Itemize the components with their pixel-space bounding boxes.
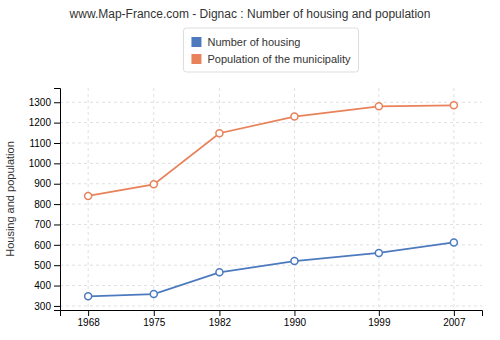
y-tick-mark	[54, 224, 60, 225]
grid-line	[60, 142, 482, 143]
y-tick-label: 400	[34, 280, 51, 291]
legend-item: Number of housing	[191, 36, 300, 48]
y-tick-label: 1200	[29, 117, 52, 128]
legend-item: Population of the municipality	[191, 53, 351, 65]
y-tick: 900	[34, 178, 60, 189]
grid-line	[294, 88, 295, 310]
grid-line	[60, 163, 482, 164]
title: www.Map-France.com - Dignac : Number of …	[69, 7, 431, 21]
x-tick: 1968	[78, 310, 101, 328]
point	[216, 130, 223, 137]
plot-area: 1968 1975 1982 1990 1999 2007 300 400 500 600 700 8…	[29, 88, 483, 328]
y-tick-mark	[54, 184, 60, 185]
y-tick-label: 600	[34, 240, 51, 251]
y-tick-mark	[54, 245, 60, 246]
point	[375, 103, 382, 110]
x-tick-mark	[219, 310, 220, 316]
marks	[85, 102, 458, 300]
y-axis-title: Housing and population	[4, 141, 16, 257]
y-axis-line	[54, 89, 61, 311]
y-tick-label: 900	[34, 178, 51, 189]
y-tick-label: 800	[34, 199, 51, 210]
point	[450, 102, 457, 109]
x-tick-label: 1968	[78, 317, 101, 328]
legend-swatch	[191, 37, 201, 47]
series-line	[88, 242, 454, 296]
y-tick-mark	[54, 123, 60, 124]
grid-line	[60, 224, 482, 225]
x-tick: 2007	[443, 310, 466, 328]
point	[85, 293, 92, 300]
grid-line	[60, 305, 482, 306]
y-tick-mark	[54, 286, 60, 287]
grid-line	[60, 204, 482, 205]
legend: Number of housing Population of the munic…	[183, 28, 358, 72]
x-tick-label: 1975	[143, 317, 166, 328]
x-tick: 1975	[143, 310, 166, 328]
point	[291, 113, 298, 120]
grid	[60, 88, 482, 310]
point	[150, 181, 157, 188]
y-tick: 1200	[29, 117, 60, 128]
y-tick-label: 300	[34, 301, 51, 312]
y-tick: 1100	[29, 138, 60, 149]
y-tick-mark	[54, 265, 60, 266]
y-tick: 700	[34, 219, 60, 230]
y-tick: 600	[34, 240, 60, 251]
y-tick: 400	[34, 280, 60, 291]
point	[291, 258, 298, 265]
grid-line	[60, 183, 482, 184]
x-tick-label: 1999	[368, 317, 391, 328]
y-tick-mark	[54, 163, 60, 164]
point	[85, 192, 92, 199]
y-tick: 1300	[29, 97, 60, 108]
y-tick: 800	[34, 199, 60, 210]
grid-line	[219, 88, 220, 310]
x-tick-mark	[294, 310, 295, 316]
x-tick-mark	[88, 310, 89, 316]
y-tick: 500	[34, 260, 60, 271]
point	[150, 291, 157, 298]
y-tick-label: 700	[34, 219, 51, 230]
y-tick-mark	[54, 306, 60, 307]
x-tick-label: 1982	[209, 317, 232, 328]
grid-line	[60, 285, 482, 286]
y-axis: 300 400 500 600 700 800 900 1000 1100 1200 1300	[29, 89, 61, 312]
series-line	[88, 105, 454, 196]
chart: 1968 1975 1982 1990 1999 2007 300 400 500 600 700 8…	[0, 0, 500, 340]
x-tick: 1990	[284, 310, 307, 328]
grid-line	[153, 88, 154, 310]
y-tick-label: 1100	[29, 138, 51, 149]
y-tick: 300	[34, 301, 60, 312]
y-tick-label: 1300	[29, 97, 52, 108]
y-tick-mark	[54, 204, 60, 205]
x-tick-label: 1990	[284, 317, 307, 328]
x-tick-mark	[454, 310, 455, 316]
legend-swatch	[191, 54, 201, 64]
y-tick-mark	[54, 102, 60, 103]
x-axis-line	[61, 311, 483, 317]
point	[216, 269, 223, 276]
grid-line	[453, 88, 454, 310]
point	[450, 239, 457, 246]
x-tick: 1982	[209, 310, 232, 328]
x-tick-mark	[154, 310, 155, 316]
grid-line	[60, 244, 482, 245]
point	[375, 249, 382, 256]
legend-box	[183, 28, 358, 72]
x-tick: 1999	[368, 310, 391, 328]
legend-label: Population of the municipality	[207, 53, 351, 65]
x-axis: 1968 1975 1982 1990 1999 2007	[61, 310, 483, 328]
x-tick-label: 2007	[443, 317, 466, 328]
grid-line	[378, 88, 379, 310]
y-tick-mark	[54, 143, 60, 144]
y-tick-label: 1000	[29, 158, 52, 169]
x-tick-mark	[379, 310, 380, 316]
y-tick: 1000	[29, 158, 60, 169]
y-tick-label: 500	[34, 260, 51, 271]
legend-label: Number of housing	[207, 36, 300, 48]
grid-line	[60, 102, 482, 103]
